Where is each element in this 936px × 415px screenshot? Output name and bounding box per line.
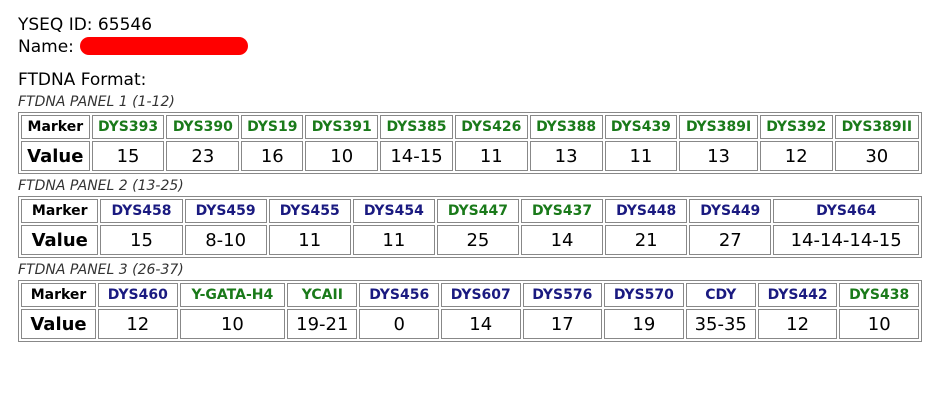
value-label: Value bbox=[21, 309, 97, 339]
marker-name: DYS439 bbox=[604, 115, 678, 139]
marker-name: DYS449 bbox=[689, 199, 772, 223]
marker-value: 27 bbox=[689, 225, 772, 255]
marker-value: 10 bbox=[839, 309, 919, 339]
marker-value: 12 bbox=[759, 141, 833, 171]
marker-name: YCAII bbox=[287, 283, 358, 307]
marker-name: DYS392 bbox=[759, 115, 833, 139]
marker-name: DYS393 bbox=[91, 115, 165, 139]
panel-title: FTDNA PANEL 2 (13-25) bbox=[18, 178, 184, 194]
marker-value: 15 bbox=[100, 225, 183, 255]
yseq-id: YSEQ ID: 65546 bbox=[18, 15, 153, 35]
marker-name: DYS437 bbox=[521, 199, 604, 223]
table-body: Marker DYS458 DYS459 DYS455 DYS454 DYS447 DYS4… bbox=[21, 199, 919, 255]
marker-value: 14 bbox=[440, 309, 521, 339]
marker-table: Marker DYS458 DYS459 DYS455 DYS454 DYS447 DYS4… bbox=[18, 196, 922, 258]
marker-value: 11 bbox=[604, 141, 678, 171]
marker-name: DYS459 bbox=[184, 199, 267, 223]
name-row: Name: bbox=[18, 36, 936, 58]
marker-value: 23 bbox=[166, 141, 240, 171]
marker-name: DYS442 bbox=[757, 283, 838, 307]
marker-name: DYS426 bbox=[454, 115, 528, 139]
format-label: FTDNA Format: bbox=[18, 70, 147, 90]
table-body: Marker DYS460 Y-GATA-H4 YCAII DYS456 DYS607 DY… bbox=[21, 283, 919, 339]
marker-value: 15 bbox=[91, 141, 165, 171]
table-body: Marker DYS393 DYS390 DYS19 DYS391 DYS385 DYS42… bbox=[21, 115, 919, 171]
marker-name: DYS389I bbox=[679, 115, 758, 139]
marker-label: Marker bbox=[21, 199, 99, 223]
marker-value: 11 bbox=[352, 225, 435, 255]
marker-name: DYS464 bbox=[773, 199, 919, 223]
marker-name: DYS19 bbox=[241, 115, 304, 139]
marker-name: DYS458 bbox=[100, 199, 183, 223]
marker-label: Marker bbox=[21, 283, 97, 307]
marker-value: 14 bbox=[521, 225, 604, 255]
marker-value: 16 bbox=[241, 141, 304, 171]
marker-value: 17 bbox=[522, 309, 603, 339]
value-row: Value 15 23 16 10 14-15 11 13 11 13 12 30 bbox=[21, 141, 919, 171]
marker-value: 11 bbox=[268, 225, 351, 255]
marker-value: 13 bbox=[529, 141, 603, 171]
marker-value: 21 bbox=[605, 225, 688, 255]
value-label: Value bbox=[21, 225, 99, 255]
marker-value: 10 bbox=[179, 309, 286, 339]
panel-title: FTDNA PANEL 1 (1-12) bbox=[18, 94, 175, 110]
panel-title: FTDNA PANEL 3 (26-37) bbox=[18, 262, 184, 278]
marker-name: DYS570 bbox=[604, 283, 684, 307]
marker-name: DYS389II bbox=[834, 115, 919, 139]
marker-value: 0 bbox=[359, 309, 439, 339]
marker-value: 19 bbox=[604, 309, 684, 339]
marker-row: Marker DYS460 Y-GATA-H4 YCAII DYS456 DYS607 DY… bbox=[21, 283, 919, 307]
marker-label: Marker bbox=[21, 115, 90, 139]
marker-value: 13 bbox=[679, 141, 758, 171]
marker-name: CDY bbox=[685, 283, 756, 307]
marker-value: 14-14-14-15 bbox=[773, 225, 919, 255]
marker-name: DYS456 bbox=[359, 283, 439, 307]
marker-name: DYS455 bbox=[268, 199, 351, 223]
marker-value: 14-15 bbox=[380, 141, 453, 171]
marker-name: DYS385 bbox=[380, 115, 453, 139]
marker-name: Y-GATA-H4 bbox=[179, 283, 286, 307]
marker-table: Marker DYS393 DYS390 DYS19 DYS391 DYS385 DYS42… bbox=[18, 112, 922, 174]
marker-value: 10 bbox=[305, 141, 379, 171]
marker-row: Marker DYS393 DYS390 DYS19 DYS391 DYS385 DYS42… bbox=[21, 115, 919, 139]
marker-name: DYS388 bbox=[529, 115, 603, 139]
marker-name: DYS576 bbox=[522, 283, 603, 307]
marker-name: DYS447 bbox=[436, 199, 519, 223]
marker-value: 30 bbox=[834, 141, 919, 171]
value-row: Value 15 8-10 11 11 25 14 21 27 14-14-14-15 bbox=[21, 225, 919, 255]
marker-value: 25 bbox=[436, 225, 519, 255]
marker-name: DYS454 bbox=[352, 199, 435, 223]
value-label: Value bbox=[21, 141, 90, 171]
marker-name: DYS438 bbox=[839, 283, 919, 307]
marker-name: DYS460 bbox=[98, 283, 178, 307]
marker-value: 19-21 bbox=[287, 309, 358, 339]
marker-name: DYS607 bbox=[440, 283, 521, 307]
marker-value: 35-35 bbox=[685, 309, 756, 339]
value-row: Value 12 10 19-21 0 14 17 19 35-35 12 10 bbox=[21, 309, 919, 339]
marker-row: Marker DYS458 DYS459 DYS455 DYS454 DYS447 DYS4… bbox=[21, 199, 919, 223]
marker-value: 12 bbox=[98, 309, 178, 339]
marker-name: DYS391 bbox=[305, 115, 379, 139]
marker-name: DYS448 bbox=[605, 199, 688, 223]
redaction bbox=[79, 37, 248, 55]
marker-value: 12 bbox=[757, 309, 838, 339]
marker-value: 8-10 bbox=[184, 225, 267, 255]
content: YSEQ ID: 65546 Name: FTDNA Format: FTDNA… bbox=[18, 15, 936, 342]
marker-table: Marker DYS460 Y-GATA-H4 YCAII DYS456 DYS607 DY… bbox=[18, 280, 922, 342]
marker-name: DYS390 bbox=[166, 115, 240, 139]
name-label: Name: bbox=[18, 37, 74, 57]
marker-value: 11 bbox=[454, 141, 528, 171]
panels: FTDNA PANEL 1 (1-12) Marker DYS393 DYS390 DY… bbox=[18, 93, 936, 342]
